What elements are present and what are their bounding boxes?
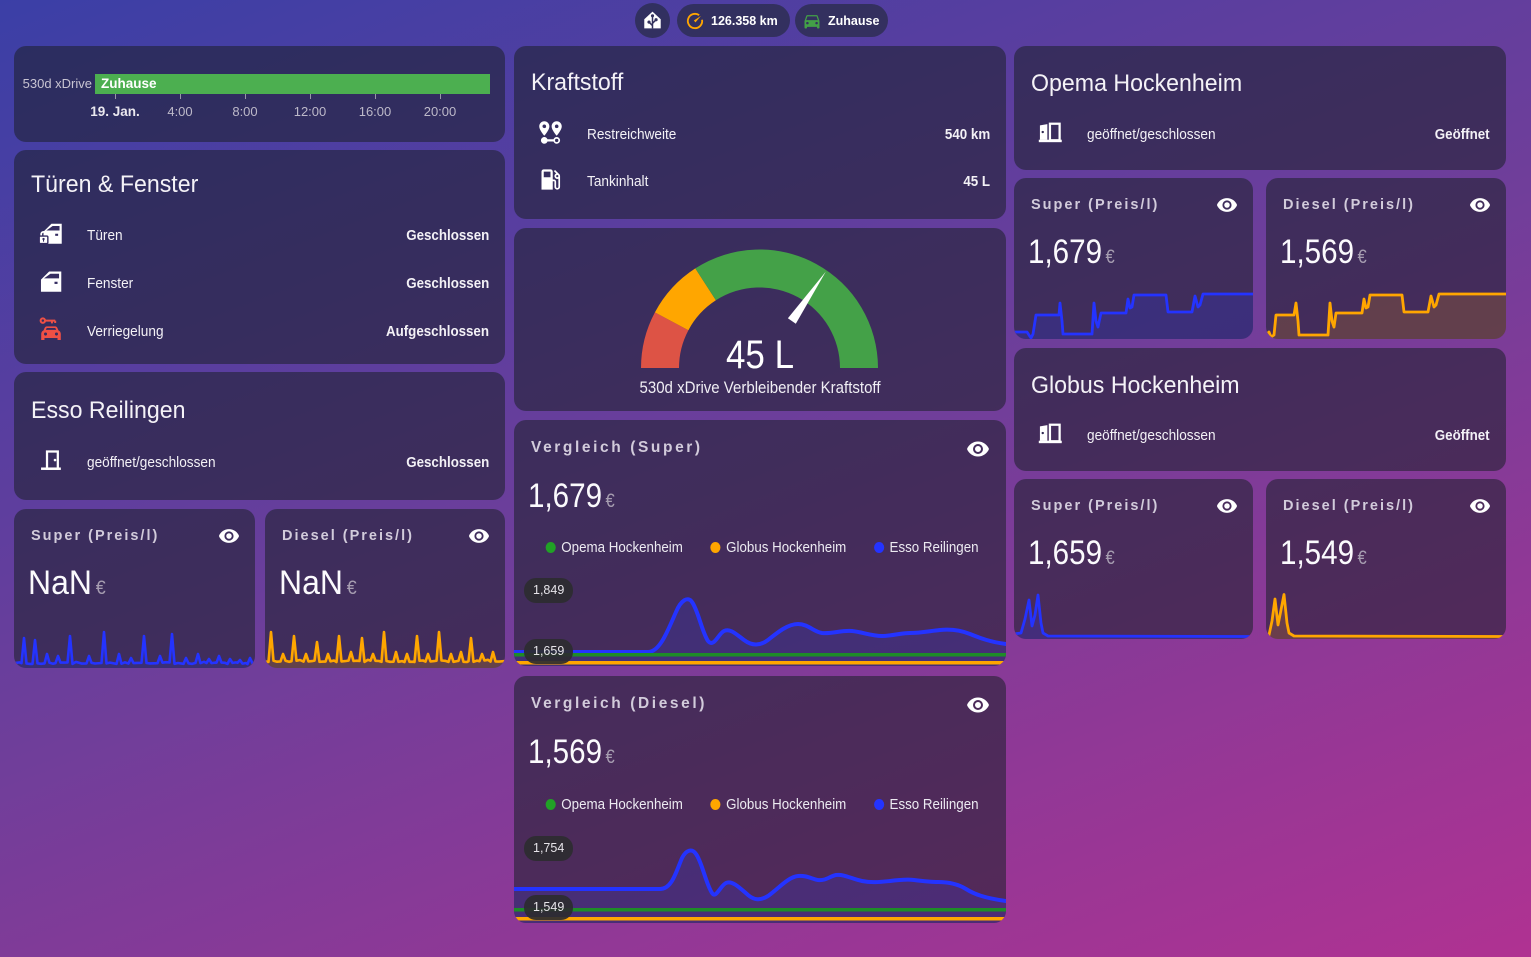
svg-text:530d xDrive Verbleibender Kraf: 530d xDrive Verbleibender Kraftstoff — [640, 378, 881, 397]
svg-text:45 L: 45 L — [726, 333, 794, 377]
